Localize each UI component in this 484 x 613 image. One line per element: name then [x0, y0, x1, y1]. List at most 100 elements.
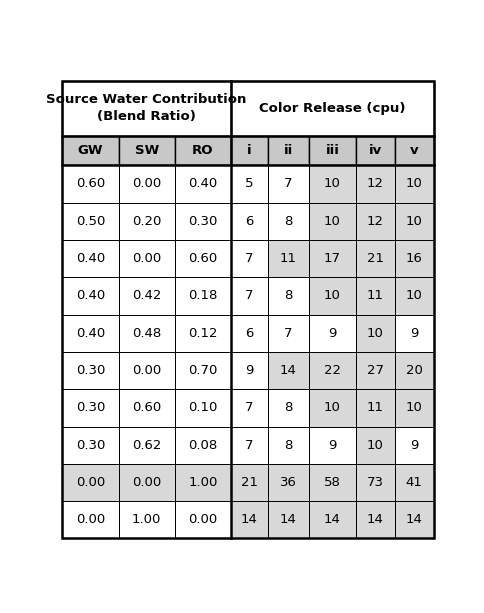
Text: 10: 10 — [324, 178, 341, 191]
Text: 0.20: 0.20 — [132, 215, 161, 228]
Bar — [119, 427, 175, 464]
Text: 0.18: 0.18 — [188, 289, 217, 302]
Bar — [175, 135, 231, 166]
Bar — [309, 427, 356, 464]
Text: 0.30: 0.30 — [188, 215, 217, 228]
Bar — [231, 389, 268, 427]
Bar — [356, 352, 394, 389]
Bar — [62, 277, 119, 314]
Bar — [309, 352, 356, 389]
Bar — [268, 352, 309, 389]
Text: 0.48: 0.48 — [132, 327, 161, 340]
Bar — [119, 464, 175, 501]
Text: 0.10: 0.10 — [188, 402, 217, 414]
Text: 7: 7 — [245, 252, 254, 265]
Text: v: v — [410, 144, 419, 157]
Text: 0.50: 0.50 — [76, 215, 105, 228]
Text: 8: 8 — [284, 289, 292, 302]
Bar — [62, 427, 119, 464]
Bar — [394, 352, 434, 389]
Bar — [119, 314, 175, 352]
Bar — [175, 427, 231, 464]
Bar — [268, 464, 309, 501]
Text: 9: 9 — [328, 327, 336, 340]
Text: 1.00: 1.00 — [188, 476, 217, 489]
Bar — [231, 464, 268, 501]
Text: 10: 10 — [406, 215, 423, 228]
Bar — [175, 240, 231, 277]
Text: 12: 12 — [366, 178, 384, 191]
Bar — [119, 203, 175, 240]
Text: 9: 9 — [245, 364, 254, 377]
Bar — [175, 277, 231, 314]
Bar — [231, 314, 268, 352]
Bar — [231, 135, 268, 166]
Text: 14: 14 — [280, 364, 297, 377]
Text: SW: SW — [135, 144, 159, 157]
Bar — [175, 501, 231, 538]
Bar — [119, 277, 175, 314]
Text: iv: iv — [368, 144, 382, 157]
Bar — [356, 501, 394, 538]
Bar — [268, 203, 309, 240]
Bar — [309, 135, 356, 166]
Bar — [394, 314, 434, 352]
Bar — [62, 166, 119, 203]
Bar — [394, 166, 434, 203]
Text: 21: 21 — [366, 252, 384, 265]
Text: 0.42: 0.42 — [132, 289, 161, 302]
Text: 16: 16 — [406, 252, 423, 265]
Bar — [394, 203, 434, 240]
Bar — [268, 166, 309, 203]
Bar — [394, 277, 434, 314]
Bar — [175, 389, 231, 427]
Text: 17: 17 — [324, 252, 341, 265]
Text: RO: RO — [192, 144, 213, 157]
Text: 0.60: 0.60 — [188, 252, 217, 265]
Text: 11: 11 — [366, 402, 384, 414]
Bar — [394, 389, 434, 427]
Bar — [309, 501, 356, 538]
Text: 58: 58 — [324, 476, 341, 489]
Text: 1.00: 1.00 — [132, 513, 161, 527]
Bar — [309, 314, 356, 352]
Text: 0.60: 0.60 — [76, 178, 105, 191]
Text: ii: ii — [284, 144, 293, 157]
Bar — [268, 135, 309, 166]
Bar — [309, 389, 356, 427]
Bar — [119, 166, 175, 203]
Bar — [309, 240, 356, 277]
Bar — [119, 501, 175, 538]
Bar — [175, 166, 231, 203]
Bar — [268, 501, 309, 538]
Bar — [356, 203, 394, 240]
Bar — [268, 389, 309, 427]
Text: 20: 20 — [406, 364, 423, 377]
Bar — [268, 314, 309, 352]
Text: 0.40: 0.40 — [76, 289, 105, 302]
Text: 36: 36 — [280, 476, 297, 489]
Text: 0.00: 0.00 — [132, 252, 161, 265]
Bar — [356, 427, 394, 464]
Text: 41: 41 — [406, 476, 423, 489]
Bar — [119, 240, 175, 277]
Text: 6: 6 — [245, 215, 254, 228]
Bar — [231, 352, 268, 389]
Bar — [62, 240, 119, 277]
Text: 12: 12 — [366, 215, 384, 228]
Text: 5: 5 — [245, 178, 254, 191]
Bar — [268, 240, 309, 277]
Bar — [394, 501, 434, 538]
Bar — [231, 240, 268, 277]
Text: 0.12: 0.12 — [188, 327, 218, 340]
Bar — [356, 464, 394, 501]
Bar — [62, 464, 119, 501]
Bar — [231, 166, 268, 203]
Bar — [394, 240, 434, 277]
Text: 7: 7 — [284, 327, 293, 340]
Text: 14: 14 — [324, 513, 341, 527]
Text: 0.30: 0.30 — [76, 439, 105, 452]
Text: Color Release (cpu): Color Release (cpu) — [259, 102, 406, 115]
Text: 10: 10 — [406, 178, 423, 191]
Text: 10: 10 — [406, 289, 423, 302]
